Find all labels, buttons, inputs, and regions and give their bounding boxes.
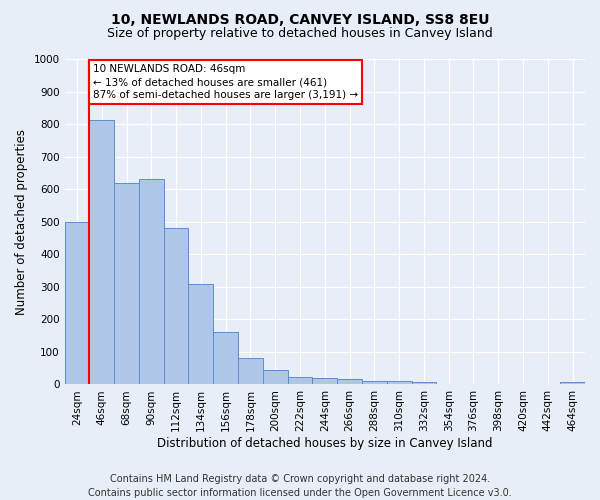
Bar bbox=[89, 120, 114, 384]
Bar bbox=[263, 370, 287, 384]
Y-axis label: Number of detached properties: Number of detached properties bbox=[15, 128, 28, 314]
Bar bbox=[287, 376, 313, 384]
Text: 10, NEWLANDS ROAD, CANVEY ISLAND, SS8 8EU: 10, NEWLANDS ROAD, CANVEY ISLAND, SS8 8E… bbox=[111, 12, 489, 26]
Text: Contains HM Land Registry data © Crown copyright and database right 2024.
Contai: Contains HM Land Registry data © Crown c… bbox=[88, 474, 512, 498]
Bar bbox=[412, 382, 436, 384]
Bar bbox=[139, 179, 164, 384]
X-axis label: Distribution of detached houses by size in Canvey Island: Distribution of detached houses by size … bbox=[157, 437, 493, 450]
Bar bbox=[213, 332, 238, 384]
Bar bbox=[164, 228, 188, 384]
Bar bbox=[114, 182, 139, 384]
Bar bbox=[362, 380, 387, 384]
Bar bbox=[313, 378, 337, 384]
Bar bbox=[188, 284, 213, 384]
Bar bbox=[560, 382, 585, 384]
Text: 10 NEWLANDS ROAD: 46sqm
← 13% of detached houses are smaller (461)
87% of semi-d: 10 NEWLANDS ROAD: 46sqm ← 13% of detache… bbox=[93, 64, 358, 100]
Bar bbox=[65, 222, 89, 384]
Bar bbox=[387, 381, 412, 384]
Bar bbox=[337, 379, 362, 384]
Text: Size of property relative to detached houses in Canvey Island: Size of property relative to detached ho… bbox=[107, 28, 493, 40]
Bar bbox=[238, 358, 263, 384]
